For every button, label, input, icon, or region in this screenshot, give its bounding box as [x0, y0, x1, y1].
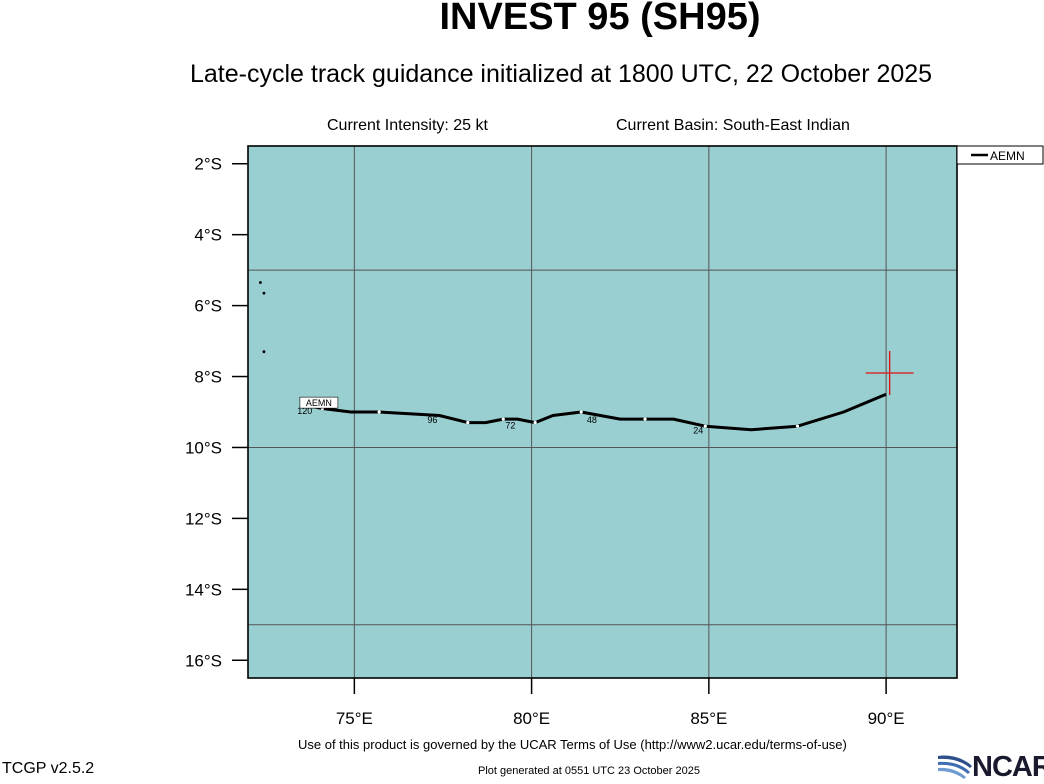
forecast-hour-label: 72 [505, 420, 515, 430]
track-line-aemn [304, 392, 887, 432]
lat-tick-label: 12°S [185, 509, 222, 528]
lat-tick-label: 10°S [185, 438, 222, 457]
legend: AEMN [956, 145, 1044, 165]
island-mark [262, 350, 266, 354]
map-frame [247, 145, 958, 679]
track-point [501, 417, 505, 421]
page-subtitle: Late-cycle track guidance initialized at… [190, 60, 933, 88]
forecast-hour-label: 48 [587, 415, 597, 425]
track-point [466, 421, 470, 425]
lon-tick-label: 90°E [868, 709, 905, 728]
forecast-hour-label: 120 [297, 406, 312, 416]
legend-box [956, 145, 1044, 165]
map-islands [259, 281, 266, 354]
forecast-hour-label: 24 [693, 426, 703, 436]
map-axes: 2°S 4°S 6°S 8°S 10°S 12°S 14°S 16°S 75°E 80°E 85°E… [185, 155, 905, 728]
track-end-label-box [299, 396, 339, 409]
current-intensity: Current Intensity: 25 kt [327, 117, 488, 134]
lat-tick-label: 4°S [194, 226, 222, 245]
lat-tick-label: 16°S [185, 651, 222, 670]
ncar-logo-icon [938, 755, 972, 779]
track-point [579, 410, 583, 414]
current-position-layer [865, 350, 914, 395]
legend-label: AEMN [990, 149, 1025, 163]
lat-tick-label: 2°S [194, 155, 222, 174]
track-point [377, 410, 381, 414]
lon-tick-label: 80°E [513, 709, 550, 728]
island-mark [259, 281, 262, 284]
track-end-label: AEMN [306, 398, 332, 408]
lon-tick-label: 75°E [336, 709, 373, 728]
page-title: INVEST 95 (SH95) [439, 0, 761, 38]
track-point [795, 424, 800, 428]
island-mark [262, 291, 266, 295]
lat-tick-label: 8°S [194, 368, 222, 387]
lon-tick-label: 85°E [690, 709, 727, 728]
lat-tick-label: 6°S [194, 297, 222, 316]
current-basin: Current Basin: South-East Indian [616, 117, 850, 134]
terms-of-use: Use of this product is governed by the U… [298, 737, 847, 752]
ncar-logo-text: NCAR [972, 751, 1044, 783]
version-label: TCGP v2.5.2 [2, 760, 95, 777]
track-point [643, 417, 647, 421]
track-point [703, 424, 707, 428]
track-point [533, 421, 537, 425]
lat-tick-label: 14°S [185, 580, 222, 599]
generated-time: Plot generated at 0551 UTC 23 October 20… [478, 765, 700, 777]
forecast-hour-label: 96 [427, 415, 437, 425]
